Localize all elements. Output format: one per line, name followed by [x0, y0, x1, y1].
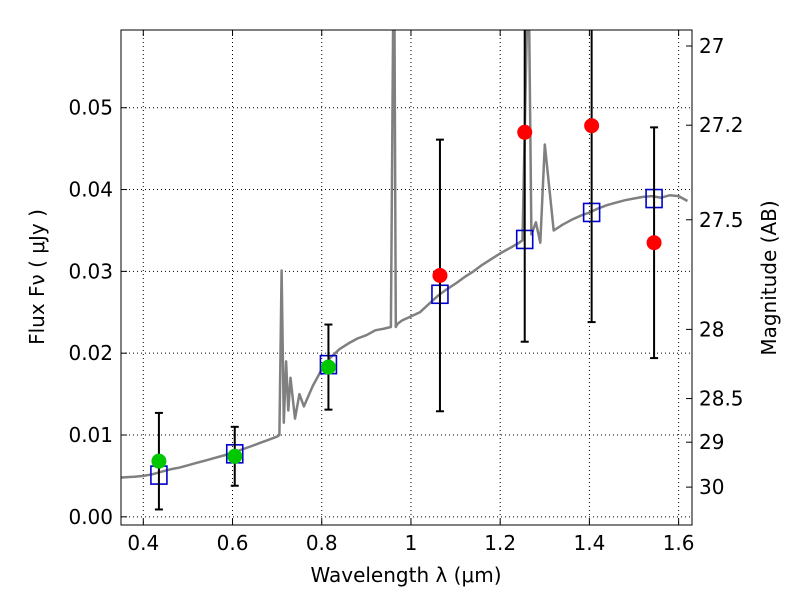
y-axis-title: Flux Fν ( μJy ) [25, 209, 49, 345]
y2-axis-title: Magnitude (AB) [757, 200, 781, 355]
x-tick-label: 0.8 [306, 531, 338, 555]
x-tick-label: 0.4 [127, 531, 159, 555]
x-tick-label: 0.6 [217, 531, 249, 555]
y2-tick-label: 29 [699, 430, 724, 454]
observed-flux-point [432, 267, 448, 283]
y-tick-label: 0.03 [68, 259, 113, 283]
data-layer [121, 30, 689, 511]
y2-tick-label: 27.5 [699, 208, 744, 232]
model-spectrum-line [121, 30, 689, 479]
y-tick-label: 0.04 [68, 178, 113, 202]
observed-flux-point [646, 235, 662, 251]
observed-flux-point [517, 124, 533, 140]
y-tick-label: 0.00 [68, 505, 113, 529]
ticks: 0.4 0.6 0.8 1 1.2 1.4 1.6 0.00 0.01 0.02 0.03 0.04 0… [68, 30, 744, 555]
y2-tick-label: 30 [699, 475, 724, 499]
y2-tick-label: 28 [699, 317, 724, 341]
x-tick-label: 1.6 [663, 531, 695, 555]
observed-flux-point [320, 359, 336, 375]
x-axis-title: Wavelength λ (μm) [310, 563, 501, 587]
observed-flux-point [151, 453, 167, 469]
plot-area [121, 30, 692, 525]
y-tick-label: 0.01 [68, 423, 113, 447]
y2-tick-label: 27 [699, 34, 724, 58]
plot-frame [120, 29, 693, 526]
y-tick-label: 0.02 [68, 341, 113, 365]
y-tick-label: 0.05 [68, 96, 113, 120]
x-tick-label: 1 [405, 531, 418, 555]
x-tick-label: 1.2 [484, 531, 516, 555]
observed-flux-point [227, 448, 243, 464]
y2-tick-label: 28.5 [699, 387, 744, 411]
y2-tick-label: 27.2 [699, 113, 744, 137]
x-tick-label: 1.4 [573, 531, 605, 555]
grid [121, 30, 692, 525]
observed-flux-point [584, 118, 600, 134]
